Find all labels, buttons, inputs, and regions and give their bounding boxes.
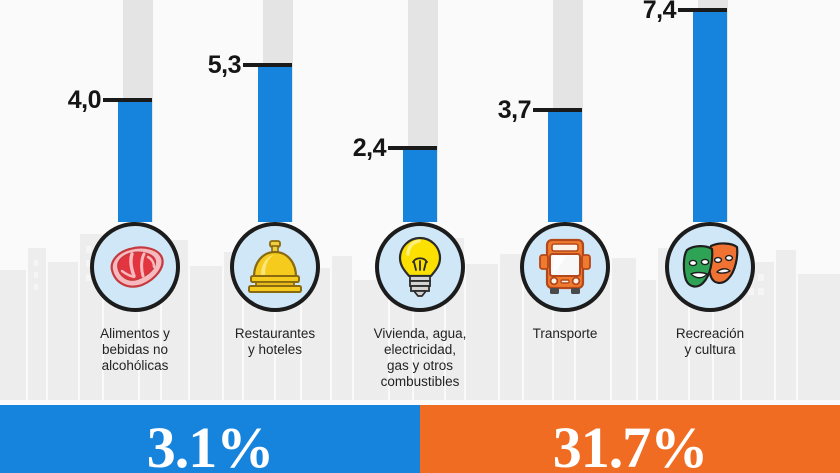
summary-figure-right: 31.7% [552, 415, 708, 473]
bar-fill [548, 110, 582, 222]
category-icon-badge-vivienda[interactable] [375, 222, 465, 312]
category-label-restaurantes: Restaurantes y hoteles [234, 326, 316, 357]
bar-fill [693, 10, 727, 222]
bar-column-transporte: 3,7 [490, 0, 640, 405]
bar-tick-line [388, 146, 437, 150]
service-bell-icon [246, 239, 304, 295]
bar-column-restaurantes: 5,3 Restaurantes y hoteles [200, 0, 350, 405]
bar-tick-line [243, 63, 292, 67]
summary-figure-left: 3.1% [146, 415, 274, 473]
category-label-transporte: Transporte [532, 326, 598, 341]
bar-value-label: 2,4 [352, 134, 387, 162]
category-label-alimentos: Alimentos y bebidas no alcohólicas [100, 326, 170, 373]
bar-tick-line [533, 108, 582, 112]
bar-value-label: 7,4 [642, 0, 677, 24]
steak-icon [104, 243, 166, 291]
category-label-recreacion: Recreación y cultura [675, 326, 745, 357]
bar-column-vivienda: 2,4 Vivienda, agua, electricidad, [345, 0, 495, 405]
summary-banner: 3.1% 31.7% [0, 405, 840, 473]
category-icon-badge-recreacion[interactable] [665, 222, 755, 312]
bar-value-label: 3,7 [497, 96, 532, 124]
category-icon-badge-restaurantes[interactable] [230, 222, 320, 312]
bar-fill [118, 100, 152, 222]
bar-tick-line [103, 98, 152, 102]
category-icon-badge-alimentos[interactable] [90, 222, 180, 312]
bar-value-label: 4,0 [67, 86, 102, 114]
light-bulb-icon [396, 236, 444, 298]
category-label-vivienda: Vivienda, agua, electricidad, gas y otro… [373, 326, 467, 389]
bar-columns: 4,0 Alimentos y bebidas no alcohólicas [67, 0, 785, 405]
bar-value-label: 5,3 [207, 51, 242, 79]
summary-banner-right: 31.7% [420, 405, 840, 473]
theater-masks-icon [678, 241, 742, 293]
category-icon-badge-transporte[interactable] [520, 222, 610, 312]
summary-banner-left: 3.1% [0, 405, 420, 473]
bar-tick-line [678, 8, 727, 12]
bar-column-recreacion: 7,4 Recreación y cultura [635, 0, 785, 405]
bar-fill [403, 148, 437, 222]
bar-fill [258, 65, 292, 222]
bus-icon [536, 237, 594, 297]
